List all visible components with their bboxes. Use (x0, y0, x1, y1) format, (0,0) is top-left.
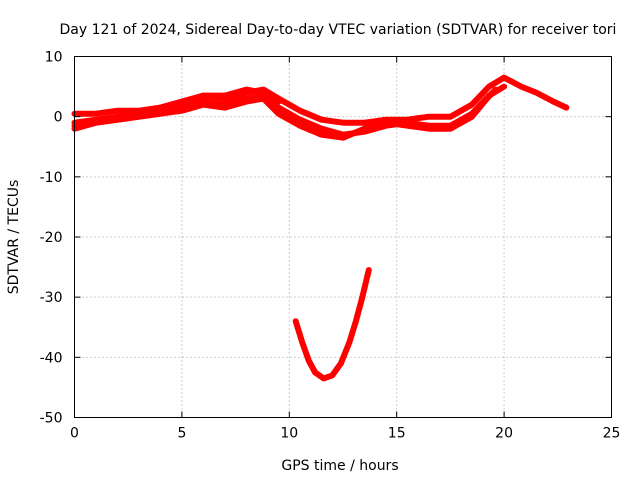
y-tick-label: -50 (40, 411, 63, 427)
y-tick-label: -20 (40, 230, 63, 246)
x-tick-label: 15 (388, 426, 406, 442)
x-tick-label: 0 (70, 426, 79, 442)
x-tick-label: 10 (280, 426, 298, 442)
x-axis-label: GPS time / hours (281, 458, 398, 474)
x-tick-label: 25 (603, 426, 621, 442)
chart-title: Day 121 of 2024, Sidereal Day-to-day VTE… (60, 22, 617, 38)
y-tick-label: 0 (54, 110, 63, 126)
y-tick-label: 10 (45, 50, 63, 66)
x-tick-label: 20 (495, 426, 513, 442)
y-tick-label: -40 (40, 350, 63, 366)
y-axis-label: SDTVAR / TECUs (6, 180, 22, 295)
x-tick-label: 5 (177, 426, 186, 442)
axis-ticks: 0 5 10 15 20 25 -50 -40 -30 -20 -10 0 10 (40, 50, 621, 442)
y-tick-label: -30 (40, 290, 63, 306)
series-line-track-c (71, 86, 499, 141)
data-series (71, 74, 570, 382)
series-line-track-d (71, 86, 282, 117)
series-line-track-e (292, 267, 372, 382)
y-tick-label: -10 (40, 170, 63, 186)
